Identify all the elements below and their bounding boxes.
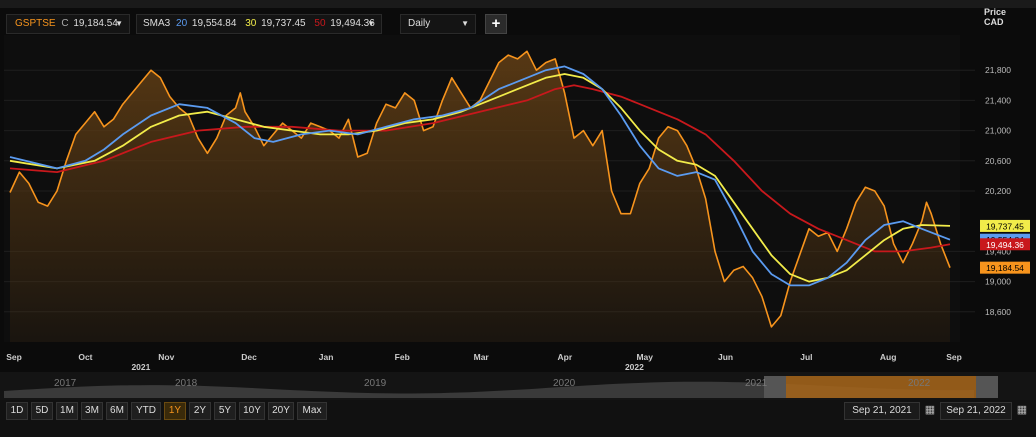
currency-label: CAD xyxy=(984,17,1004,27)
title-strip xyxy=(0,0,1036,8)
from-date[interactable]: Sep 21, 2021 xyxy=(844,402,920,420)
x-tick-label: Sep xyxy=(6,352,22,362)
last-value-tag xyxy=(980,238,1030,251)
range-button-ytd[interactable]: YTD xyxy=(131,402,161,420)
dropdown-arrow-icon: ▼ xyxy=(367,19,375,28)
series-line-sma50 xyxy=(9,84,951,253)
y-tick-label: 21,800 xyxy=(985,65,1011,75)
y-tick-label: 21,400 xyxy=(985,95,1011,105)
to-date[interactable]: Sep 21, 2022 xyxy=(940,402,1012,420)
range-button-2y[interactable]: 2Y xyxy=(189,402,211,420)
range-button-1m[interactable]: 1M xyxy=(56,402,78,420)
symbol-label: GSPTSE xyxy=(15,18,56,29)
dropdown-arrow-icon: ▼ xyxy=(115,19,123,28)
time-navigator[interactable]: 2017 2018 2019 2020 2021 2022 xyxy=(0,372,1036,400)
sma30-period: 30 xyxy=(245,18,257,29)
sma20-period: 20 xyxy=(176,18,188,29)
price-chart[interactable]: 18,600 19,000 19,400 20,200 20,600 21,000 21,4… xyxy=(0,0,1036,372)
add-indicator-button[interactable]: + xyxy=(485,14,507,34)
x-year-label: 2021 xyxy=(131,362,150,372)
range-button-3m[interactable]: 3M xyxy=(81,402,103,420)
navigator-right-handle[interactable] xyxy=(976,376,998,398)
y-tick-label: 18,600 xyxy=(985,307,1011,317)
series-line-price xyxy=(9,50,951,328)
y-tick-label: 20,600 xyxy=(985,156,1011,166)
y-tick-label: 19,400 xyxy=(985,246,1011,256)
price-area xyxy=(10,51,950,343)
y-tick-label: 20,200 xyxy=(985,186,1011,196)
navigator-chart[interactable] xyxy=(0,372,1036,400)
y-tick-label: 19,000 xyxy=(985,277,1011,287)
x-tick-label: Oct xyxy=(78,352,92,362)
x-tick-label: Aug xyxy=(880,352,897,362)
x-tick-label: Dec xyxy=(241,352,257,362)
range-button-6m[interactable]: 6M xyxy=(106,402,128,420)
navigator-year-label: 2020 xyxy=(553,378,576,389)
range-button-10y[interactable]: 10Y xyxy=(239,402,265,420)
calendar-icon[interactable]: ▦ xyxy=(1016,404,1028,416)
x-tick-label: Jun xyxy=(718,352,733,362)
x-tick-label: Mar xyxy=(474,352,490,362)
last-value-label: 19,494.36 xyxy=(986,240,1024,250)
x-tick-label: Apr xyxy=(558,352,573,362)
price-axis-title: Price xyxy=(984,7,1007,17)
range-button-1d[interactable]: 1D xyxy=(6,402,28,420)
range-button-5d[interactable]: 5D xyxy=(31,402,53,420)
navigator-year-label: 2022 xyxy=(908,378,931,389)
navigator-year-label: 2019 xyxy=(364,378,387,389)
indicator-toolbar: GSPTSE C 19,184.54 ▼ SMA3 20 19,554.84 3… xyxy=(0,8,975,38)
sma-label: SMA3 xyxy=(143,18,171,29)
x-tick-label: Nov xyxy=(158,352,174,362)
x-tick-label: Jan xyxy=(319,352,334,362)
series-line-sma20 xyxy=(9,65,951,287)
last-value-tag xyxy=(980,261,1030,274)
sma-selector[interactable]: SMA3 20 19,554.84 30 19,737.45 50 19,494… xyxy=(136,14,382,34)
range-button-5y[interactable]: 5Y xyxy=(214,402,236,420)
navigator-year-label: 2018 xyxy=(175,378,198,389)
x-tick-label: Feb xyxy=(395,352,410,362)
sma20-value: 19,554.84 xyxy=(191,18,237,29)
x-tick-label: Jul xyxy=(800,352,812,362)
symbol-selector[interactable]: GSPTSE C 19,184.54 ▼ xyxy=(6,14,130,34)
x-tick-label: May xyxy=(636,352,653,362)
range-button-max[interactable]: Max xyxy=(297,402,327,420)
sma30-value: 19,737.45 xyxy=(261,18,306,29)
close-value: 19,184.54 xyxy=(73,18,118,29)
y-tick-label: 21,000 xyxy=(985,126,1011,136)
navigator-year-label: 2021 xyxy=(745,378,768,389)
navigator-area xyxy=(4,381,974,398)
navigator-selection[interactable] xyxy=(786,376,976,398)
dropdown-arrow-icon: ▼ xyxy=(461,19,469,28)
interval-selector[interactable]: Daily ▼ xyxy=(400,14,476,34)
price-axis-header: Price CAD xyxy=(984,7,1006,27)
close-label: C xyxy=(61,18,69,29)
interval-label: Daily xyxy=(408,18,431,29)
calendar-icon[interactable]: ▦ xyxy=(924,404,936,416)
sma50-value: 19,494.36 xyxy=(330,18,375,29)
navigator-year-label: 2017 xyxy=(54,378,77,389)
navigator-left-handle[interactable] xyxy=(764,376,786,398)
range-button-1y[interactable]: 1Y xyxy=(164,402,186,420)
last-value-label: 19,184.54 xyxy=(986,263,1024,273)
last-value-label: 19,737.45 xyxy=(986,221,1024,231)
x-year-label: 2022 xyxy=(625,362,644,372)
last-value-tag xyxy=(980,219,1030,232)
sma50-period: 50 xyxy=(314,18,326,29)
range-button-20y[interactable]: 20Y xyxy=(268,402,294,420)
x-tick-label: Sep xyxy=(946,352,962,362)
